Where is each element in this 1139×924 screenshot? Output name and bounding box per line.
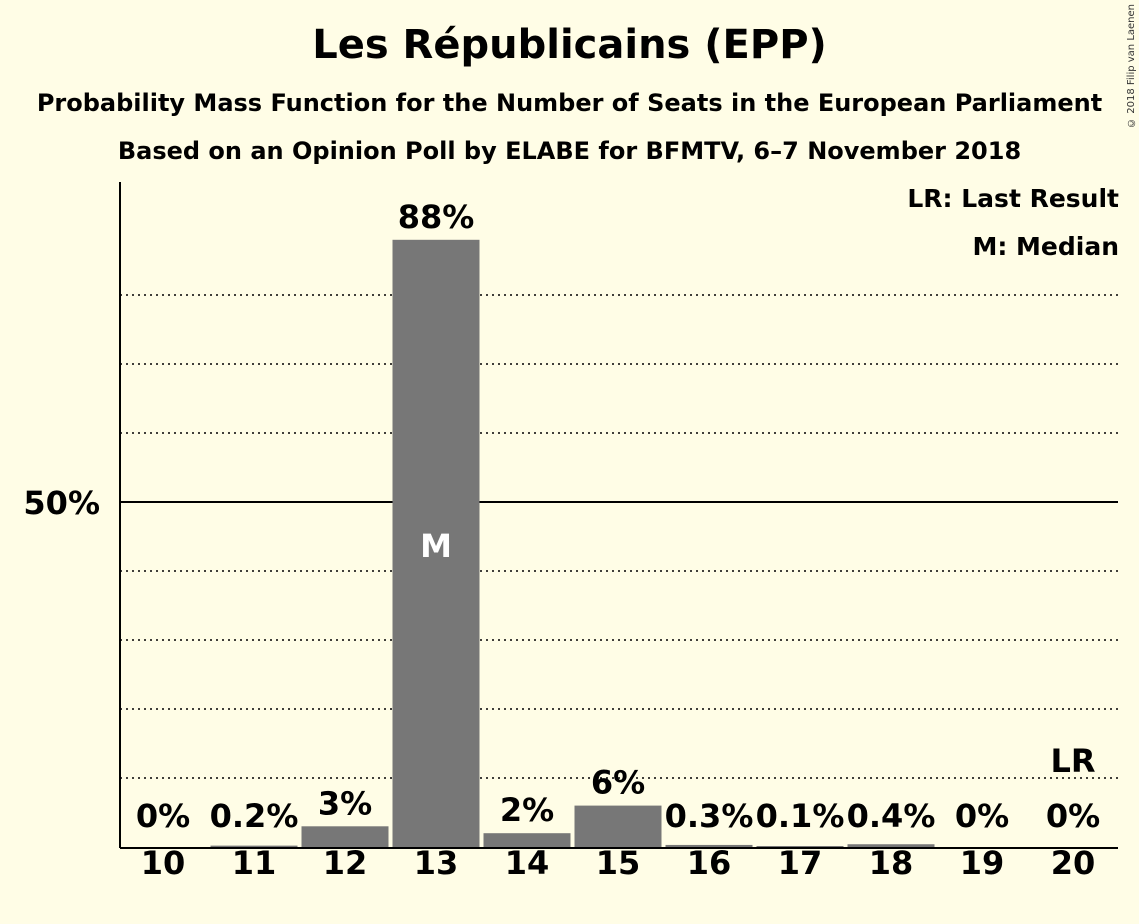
bar-label-15: 6% xyxy=(591,764,645,802)
bar-label-10: 0% xyxy=(136,797,190,835)
bar-11 xyxy=(210,845,298,847)
x-tick-label-18: 18 xyxy=(869,844,914,882)
bar-label-16: 0.3% xyxy=(665,797,754,835)
bar-label-18: 0.4% xyxy=(847,797,936,835)
bar-label-12: 3% xyxy=(318,784,372,822)
bar-15 xyxy=(574,805,662,847)
last-result-marker: LR xyxy=(1050,742,1095,780)
bar-16 xyxy=(665,844,753,847)
bar-17 xyxy=(756,846,844,847)
legend-last-result: LR: Last Result xyxy=(907,184,1119,213)
bar-label-11: 0.2% xyxy=(210,797,299,835)
x-tick-label-20: 20 xyxy=(1051,844,1096,882)
x-tick-label-17: 17 xyxy=(778,844,823,882)
x-tick-label-12: 12 xyxy=(323,844,368,882)
bar-label-20: 0% xyxy=(1046,797,1100,835)
x-tick-label-11: 11 xyxy=(232,844,277,882)
chart-source: Based on an Opinion Poll by ELABE for BF… xyxy=(117,137,1022,165)
legend-median: M: Median xyxy=(972,232,1119,261)
x-tick-label-10: 10 xyxy=(141,844,186,882)
bar-label-13: 88% xyxy=(398,198,475,236)
y-tick-label: 50% xyxy=(23,484,100,522)
bar-14 xyxy=(483,833,571,847)
bar-18 xyxy=(847,844,935,847)
chart-title: Les Républicains (EPP) xyxy=(312,22,827,68)
median-marker: M xyxy=(420,527,452,565)
bar-label-14: 2% xyxy=(500,791,554,829)
chart-subtitle: Probability Mass Function for the Number… xyxy=(36,89,1103,117)
x-tick-label-13: 13 xyxy=(414,844,459,882)
x-tick-label-19: 19 xyxy=(960,844,1005,882)
bar-12 xyxy=(301,826,389,847)
x-tick-label-16: 16 xyxy=(687,844,732,882)
x-tick-label-15: 15 xyxy=(596,844,641,882)
x-tick-label-14: 14 xyxy=(505,844,550,882)
bar-label-17: 0.1% xyxy=(756,797,845,835)
bar-label-19: 0% xyxy=(955,797,1009,835)
bar-13 xyxy=(392,239,480,848)
